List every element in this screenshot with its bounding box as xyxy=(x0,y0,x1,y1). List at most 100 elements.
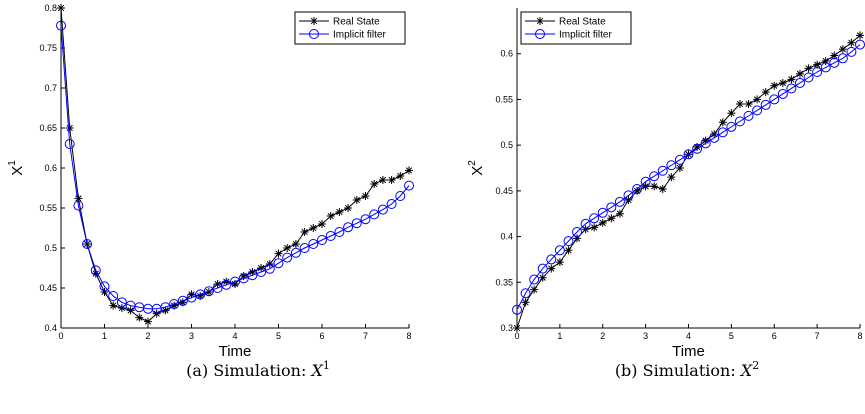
real-state-point xyxy=(283,244,292,252)
real-state-point xyxy=(581,225,590,234)
x-tick-label: 6 xyxy=(319,331,324,341)
implicit-filter-point xyxy=(769,94,780,105)
implicit-filter-point xyxy=(572,227,583,237)
implicit-filter-point xyxy=(404,180,414,191)
y-axis-label-var: X xyxy=(469,166,486,176)
real-state-point xyxy=(109,301,118,310)
implicit-filter-point xyxy=(256,267,267,277)
y-tick-label: 0.35 xyxy=(495,277,513,287)
legend-implicit-filter-label: Implicit filter xyxy=(333,30,386,41)
implicit-filter-point xyxy=(837,53,848,64)
real-state-point xyxy=(838,45,847,54)
real-state-line xyxy=(516,35,861,329)
x-tick-label: 1 xyxy=(557,331,562,341)
plot-area xyxy=(512,31,865,332)
real-state-point xyxy=(650,182,659,191)
real-state-point xyxy=(396,172,405,180)
implicit-filter-point xyxy=(529,274,540,285)
implicit-filter-point xyxy=(343,222,354,233)
implicit-filter-point xyxy=(563,236,574,247)
real-state-point xyxy=(770,81,779,90)
implicit-filter-point xyxy=(325,231,336,241)
real-state-point xyxy=(718,118,727,127)
x-tick-label: 5 xyxy=(729,331,734,341)
implicit-filter-point xyxy=(820,62,831,73)
implicit-filter-point xyxy=(794,77,805,88)
y-tick-label: 0.6 xyxy=(44,163,57,173)
real-state-point xyxy=(598,218,607,227)
real-state-point xyxy=(135,313,144,322)
real-state-point xyxy=(222,277,231,286)
implicit-filter-point xyxy=(846,46,857,57)
real-state-point xyxy=(735,100,744,108)
implicit-filter-point xyxy=(717,127,728,138)
y-tick-label: 0.45 xyxy=(495,186,513,196)
real-state-point xyxy=(378,176,387,184)
x-tick-label: 2 xyxy=(145,331,150,341)
y-axis-label: X2 xyxy=(467,160,486,176)
implicit-filter-point xyxy=(369,209,380,220)
real-state-point xyxy=(370,180,379,188)
implicit-filter-point xyxy=(177,295,188,306)
y-tick-label: 0.4 xyxy=(500,232,513,242)
implicit-filter-point xyxy=(90,265,101,276)
x-tick-label: 0 xyxy=(514,331,519,341)
implicit-filter-point xyxy=(264,263,275,274)
implicit-filter-point xyxy=(99,281,110,292)
implicit-filter-point xyxy=(589,213,600,224)
real-state-point xyxy=(667,173,676,182)
real-state-point xyxy=(291,240,300,248)
chart-panel-b: 0 1 2 3 4 5 6 7 80.30.350.40.450.50.550.6TimeX2R… xyxy=(467,8,865,380)
implicit-filter-point xyxy=(169,299,180,309)
real-state-point xyxy=(170,301,179,310)
real-state-point xyxy=(778,78,787,87)
legend-real-state-marker xyxy=(310,17,318,25)
caption-var: X xyxy=(739,361,753,380)
real-state-point xyxy=(405,166,413,175)
legend-real-state-marker xyxy=(536,17,544,25)
real-state-point xyxy=(830,51,839,60)
caption-sup: 1 xyxy=(323,359,330,372)
implicit-filter-point xyxy=(520,288,531,299)
real-state-point xyxy=(144,317,152,326)
implicit-filter-point xyxy=(777,88,788,99)
implicit-filter-point xyxy=(238,273,249,284)
real-state-point xyxy=(74,194,83,203)
implicit-filter-point xyxy=(734,116,745,127)
real-state-point xyxy=(658,185,667,194)
real-state-point xyxy=(744,100,753,108)
implicit-filter-point xyxy=(700,138,711,149)
implicit-filter-point xyxy=(247,270,258,281)
real-state-point xyxy=(239,272,248,280)
real-state-point xyxy=(555,258,564,267)
real-state-point xyxy=(513,324,521,332)
caption-sup: 2 xyxy=(752,359,759,372)
figure-caption: (b) Simulation: X2 xyxy=(615,359,759,380)
figure-caption: (a) Simulation: X1 xyxy=(186,359,330,380)
implicit-filter-point xyxy=(317,235,327,245)
real-state-point xyxy=(761,88,770,97)
implicit-filter-point xyxy=(395,191,406,201)
implicit-filter-point xyxy=(360,214,371,225)
real-state-point xyxy=(187,290,196,299)
x-tick-label: 7 xyxy=(363,331,368,341)
real-state-point xyxy=(91,269,100,278)
y-tick-label: 0.5 xyxy=(44,243,57,253)
y-tick-label: 0.6 xyxy=(500,49,513,59)
legend-implicit-filter-marker xyxy=(309,29,319,39)
real-state-point xyxy=(804,64,813,73)
implicit-filter-point xyxy=(386,199,397,209)
implicit-filter-point xyxy=(657,165,668,176)
y-tick-label: 0.5 xyxy=(500,140,513,150)
caption-prefix: (a) Simulation: xyxy=(186,361,311,380)
implicit-filter-point xyxy=(537,263,548,274)
real-state-point xyxy=(821,57,830,66)
implicit-filter-point xyxy=(623,190,634,201)
implicit-filter-point xyxy=(299,243,310,253)
real-state-point xyxy=(538,273,547,282)
real-state-point xyxy=(57,4,65,12)
y-tick-label: 0.4 xyxy=(44,323,57,333)
real-state-point xyxy=(65,124,74,132)
legend: Real State Implicit filter xyxy=(520,11,632,45)
